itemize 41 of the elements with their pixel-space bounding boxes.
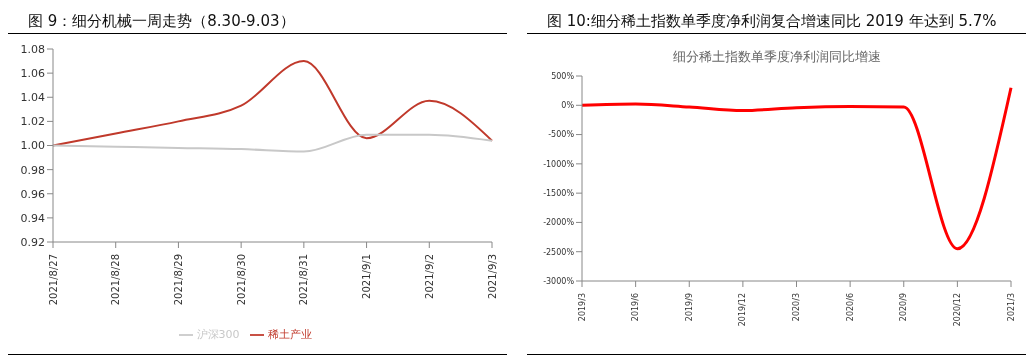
y-tick-label: 0.92 xyxy=(20,235,45,249)
x-tick-label: 2021/8/29 xyxy=(172,254,184,306)
x-tick-label: 2021/8/31 xyxy=(298,254,310,306)
y-tick-label: 1.06 xyxy=(20,67,45,81)
x-tick-label: 2021/9/1 xyxy=(361,254,373,299)
x-tick-label: 2019/6 xyxy=(631,293,641,322)
x-tick-label: 2021/8/28 xyxy=(110,254,122,306)
y-tick-label: -3000% xyxy=(543,276,575,286)
y-tick-label: -1500% xyxy=(543,188,575,198)
x-tick-label: 2019/12 xyxy=(738,293,748,327)
x-tick-label: 2019/3 xyxy=(577,293,587,322)
y-tick-label: 1.00 xyxy=(20,139,45,153)
chart-subtitle: 细分稀土指数单季度净利润同比增速 xyxy=(671,48,882,66)
y-tick-label: -1000% xyxy=(543,159,575,169)
x-tick-label: 2020/12 xyxy=(952,293,962,327)
y-tick-label: 1.04 xyxy=(20,91,45,105)
y-tick-label: 0% xyxy=(561,101,575,111)
x-tick-label: 2020/3 xyxy=(792,293,801,322)
x-tick-label: 2021/3 xyxy=(1006,293,1016,322)
x-tick-label: 2021/8/27 xyxy=(47,254,59,306)
x-tick-label: 2021/9/2 xyxy=(423,254,435,299)
y-tick-label: -500% xyxy=(548,130,575,140)
y-tick-label: -2000% xyxy=(543,218,575,228)
y-tick-label: 0.98 xyxy=(20,163,45,177)
x-tick-label: 2021/8/30 xyxy=(235,254,247,306)
x-tick-label: 2020/9 xyxy=(899,293,909,322)
y-tick-label: 0.94 xyxy=(20,211,45,225)
line-series xyxy=(580,86,1013,251)
line-series xyxy=(52,133,493,153)
legend-label: 稀土产业 xyxy=(267,328,312,341)
y-tick-label: 500% xyxy=(551,71,575,81)
line-series xyxy=(52,60,493,147)
chart-title: 图 9：细分机械一周走势（8.30-9.03） xyxy=(8,8,507,34)
chart-title: 图 10:细分稀土指数单季度净利润复合增速同比 2019 年达到 5.7% xyxy=(527,8,1026,34)
x-tick-label: 2019/9 xyxy=(684,293,694,322)
x-tick-label: 2020/6 xyxy=(845,293,855,322)
y-tick-label: 1.02 xyxy=(20,115,45,129)
y-tick-label: 0.96 xyxy=(20,187,45,201)
y-tick-label: 1.08 xyxy=(20,42,45,56)
x-tick-label: 2021/9/3 xyxy=(486,254,498,299)
y-tick-label: -2500% xyxy=(543,247,575,257)
